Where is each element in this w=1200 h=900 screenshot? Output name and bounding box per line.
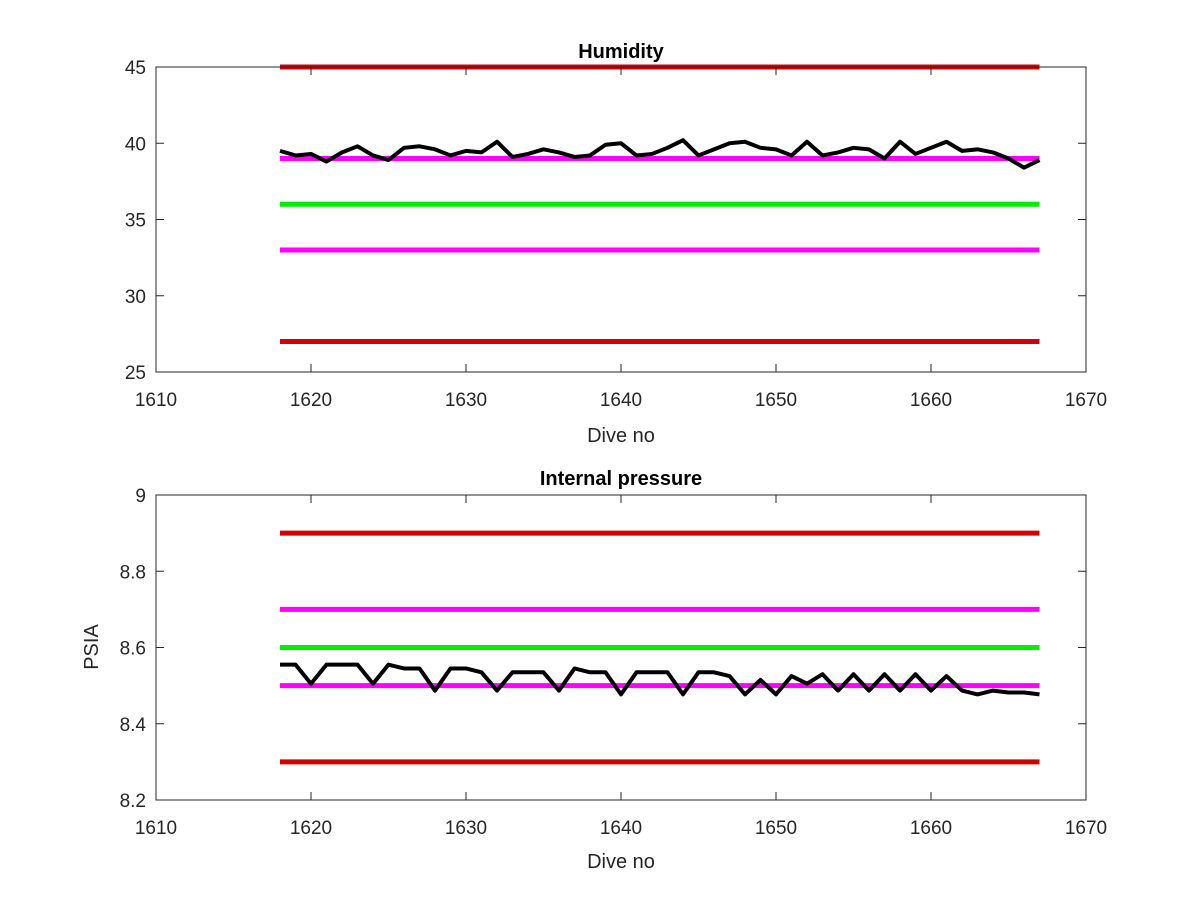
pressure-x-tick-label: 1620 — [290, 818, 332, 839]
pressure-y-tick-label: 8.8 — [120, 562, 146, 583]
humidity-title: Humidity — [578, 41, 664, 63]
humidity-x-tick-label: 1610 — [135, 390, 177, 411]
pressure-title: Internal pressure — [540, 468, 702, 490]
pressure-measured-series-line — [280, 662, 1040, 697]
humidity-x-tick-label: 1630 — [445, 390, 487, 411]
pressure-x-tick-label: 1640 — [600, 818, 642, 839]
humidity-x-tick-label: 1650 — [755, 390, 797, 411]
humidity-x-tick-label: 1640 — [600, 390, 642, 411]
humidity-plot-area — [156, 67, 1086, 372]
humidity-y-tick-label: 30 — [125, 287, 146, 308]
pressure-y-axis-label: PSIA — [81, 624, 103, 670]
internal-pressure-chart: 1610 1620 1630 1640 1650 1660 1670 8.2 8.4 8.6 8.8… — [81, 468, 1107, 873]
pressure-x-tick-label: 1670 — [1065, 818, 1107, 839]
humidity-x-tick-label: 1620 — [290, 390, 332, 411]
humidity-y-tick-label: 25 — [125, 363, 146, 384]
pressure-x-axis-label: Dive no — [587, 851, 655, 873]
humidity-y-tick-label: 45 — [125, 58, 146, 79]
pressure-series-layer — [280, 530, 1040, 765]
humidity-x-tick-label: 1670 — [1065, 390, 1107, 411]
pressure-x-tick-label: 1610 — [135, 818, 177, 839]
humidity-measured-series-line — [279, 138, 1041, 170]
pressure-y-tick-label: 8.6 — [120, 639, 146, 660]
humidity-y-tick-label: 40 — [125, 134, 146, 155]
humidity-ticks-layer: 1610 1620 1630 1640 1650 1660 1670 25 30 35 40 45 — [125, 58, 1107, 411]
pressure-x-tick-label: 1660 — [910, 818, 952, 839]
humidity-x-tick-label: 1660 — [910, 390, 952, 411]
pressure-y-tick-label: 8.2 — [120, 791, 146, 812]
humidity-y-tick-label: 35 — [125, 211, 146, 232]
pressure-y-tick-label: 9 — [135, 486, 146, 507]
humidity-chart: 1610 1620 1630 1640 1650 1660 1670 25 30 35 40 45 H… — [125, 41, 1107, 447]
pressure-x-tick-label: 1650 — [755, 818, 797, 839]
pressure-y-tick-label: 8.4 — [120, 715, 147, 736]
pressure-x-tick-label: 1630 — [445, 818, 487, 839]
pressure-ticks-layer: 1610 1620 1630 1640 1650 1660 1670 8.2 8.4 8.6 8.8… — [120, 486, 1108, 839]
humidity-x-axis-label: Dive no — [587, 425, 655, 447]
